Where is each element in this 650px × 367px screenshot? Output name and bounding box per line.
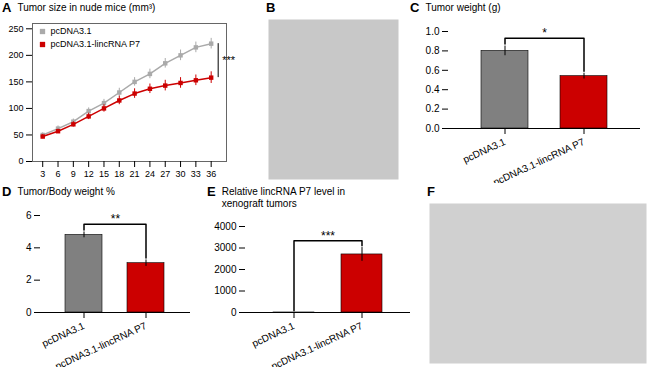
- svg-text:2: 2: [26, 274, 32, 285]
- svg-text:0: 0: [231, 307, 237, 318]
- svg-text:24: 24: [145, 169, 155, 179]
- svg-text:0.0: 0.0: [426, 123, 440, 134]
- svg-text:***: ***: [222, 54, 236, 66]
- svg-text:150: 150: [8, 77, 23, 87]
- svg-text:0.4: 0.4: [426, 84, 440, 95]
- html-text:B: B: [266, 0, 276, 15]
- svg-text:1.0: 1.0: [426, 26, 440, 37]
- svg-text:250: 250: [8, 24, 23, 34]
- svg-text:18: 18: [114, 169, 124, 179]
- svg-text:3: 3: [40, 169, 45, 179]
- svg-text:pcDNA3.1: pcDNA3.1: [250, 320, 296, 349]
- svg-text:3000: 3000: [214, 242, 237, 253]
- svg-text:100: 100: [8, 103, 23, 113]
- svg-text:0.8: 0.8: [426, 45, 440, 56]
- svg-text:2000: 2000: [214, 264, 237, 275]
- svg-text:50: 50: [13, 130, 23, 140]
- svg-text:0.6: 0.6: [426, 65, 440, 76]
- svg-text:pcDNA3.1-lincRNA P7: pcDNA3.1-lincRNA P7: [53, 320, 148, 367]
- svg-text:*: *: [542, 26, 547, 40]
- html-text:D Tumor/Body weight %: D Tumor/Body weight %: [2, 184, 115, 199]
- svg-text:33: 33: [191, 169, 201, 179]
- svg-text:**: **: [111, 212, 121, 226]
- svg-text:pcDNA3.1-lincRNA P7: pcDNA3.1-lincRNA P7: [491, 136, 586, 183]
- svg-text:6: 6: [26, 210, 32, 221]
- svg-text:***: ***: [321, 229, 335, 243]
- svg-text:21: 21: [130, 169, 140, 179]
- html-text:E Relative lincRNA P7 level in: E Relative lincRNA P7 level in xenograft…: [207, 184, 346, 209]
- svg-text:9: 9: [71, 169, 76, 179]
- svg-text:15: 15: [99, 169, 109, 179]
- svg-text:4000: 4000: [214, 221, 237, 232]
- svg-text:12: 12: [84, 169, 94, 179]
- svg-text:0: 0: [18, 156, 23, 166]
- svg-text:pcDNA3.1-lincRNA P7: pcDNA3.1-lincRNA P7: [51, 39, 141, 49]
- html-text:C Tumor weight (g): C Tumor weight (g): [410, 0, 501, 15]
- svg-text:1000: 1000: [214, 285, 237, 296]
- html-text:F: F: [427, 184, 435, 199]
- svg-text:0: 0: [26, 307, 32, 318]
- svg-text:pcDNA3.1-lincRNA P7: pcDNA3.1-lincRNA P7: [269, 320, 364, 367]
- svg-text:pcDNA3.1: pcDNA3.1: [461, 136, 507, 165]
- svg-text:0.2: 0.2: [426, 103, 440, 114]
- svg-text:36: 36: [206, 169, 216, 179]
- svg-text:200: 200: [8, 50, 23, 60]
- svg-text:27: 27: [160, 169, 170, 179]
- html-text:A Tumor size in nude mice (mm³: A Tumor size in nude mice (mm³): [2, 0, 156, 15]
- svg-text:6: 6: [56, 169, 61, 179]
- svg-text:pcDNA3.1: pcDNA3.1: [40, 320, 86, 349]
- svg-text:30: 30: [176, 169, 186, 179]
- svg-text:pcDNA3.1: pcDNA3.1: [51, 26, 92, 36]
- svg-text:4: 4: [26, 242, 32, 253]
